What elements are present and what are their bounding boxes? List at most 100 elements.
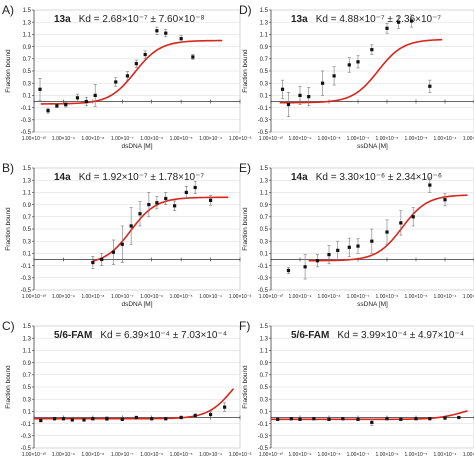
x-tick-label: 1.00×10⁻⁷ <box>111 294 134 300</box>
data-point <box>129 224 133 228</box>
y-tick-label: -0.5 <box>21 130 32 136</box>
x-tick-label: 1.00×10⁻¹⁰ <box>22 136 47 142</box>
y-tick-label: 1.1 <box>260 33 269 39</box>
x-tick-label: 1.00×10⁻⁵ <box>170 452 193 458</box>
y-tick-label: 0.5 <box>23 227 32 233</box>
data-point <box>385 26 389 30</box>
y-tick-label: 0.7 <box>260 57 269 63</box>
chart-title: 13a Kd = 4.88×10⁻⁷ ± 2.36×10⁻⁷ <box>291 14 441 25</box>
data-point <box>320 81 325 85</box>
fit-curve <box>271 410 468 421</box>
data-point <box>327 253 331 257</box>
data-point <box>193 414 197 418</box>
fit-curve <box>279 38 443 104</box>
data-point <box>193 185 197 190</box>
data-point <box>356 417 360 421</box>
kd-value: Kd = 6.39×10⁻⁴ ± 7.03×10⁻⁴ <box>100 330 227 341</box>
x-tick-label: 1.00×10⁻⁶ <box>140 452 163 458</box>
y-tick-label: 1.1 <box>23 33 32 39</box>
x-tick-label: 1.00×10⁻⁴ <box>433 452 456 458</box>
data-point <box>396 20 401 24</box>
data-point <box>61 417 66 421</box>
data-point <box>75 96 80 100</box>
data-point <box>223 405 227 409</box>
x-tick-label: 1.00×10⁻⁸ <box>81 452 104 458</box>
y-tick-label: 0.1 <box>23 410 32 416</box>
chart-panel: -0.5 -0.3 -0.1 0.1 0.3 0.5 0.7 0.9 1.1 1.3 1.5 1.00… <box>239 3 474 150</box>
data-point <box>164 196 168 201</box>
data-point <box>332 74 336 78</box>
y-tick-label: 1.5 <box>260 166 269 172</box>
x-tick-label: 1.00×10⁻⁷ <box>347 136 370 142</box>
data-point <box>100 257 104 262</box>
chart-panel: -0.5 -0.3 -0.1 0.1 0.3 0.5 0.7 0.9 1.1 1.3 1.5 1.00… <box>239 319 474 458</box>
kd-value: Kd = 3.99×10⁻⁴ ± 4.97×10⁻⁴ <box>337 330 464 341</box>
y-tick-label: 0.1 <box>260 410 269 416</box>
data-point <box>84 99 88 104</box>
x-tick-label: 1.00×10⁻⁸ <box>318 294 341 300</box>
x-tick-label: 1.00×10⁻⁶ <box>376 452 399 458</box>
chart-title: 14a Kd = 1.92×10⁻⁷ ± 1.78×10⁻⁷ <box>54 172 204 183</box>
data-point <box>184 190 188 194</box>
panel-label: A) <box>2 3 14 17</box>
data-point <box>55 104 59 108</box>
data-point <box>46 109 50 113</box>
data-point <box>164 417 168 421</box>
x-tick-label: 1.00×10⁻⁹ <box>52 452 75 458</box>
data-point <box>111 250 116 254</box>
data-point <box>370 48 374 52</box>
x-tick-label: 1.00×10⁻⁷ <box>347 294 370 300</box>
y-tick-label: 0.5 <box>23 385 32 391</box>
x-tick-label: 1.00×10⁻⁹ <box>289 452 312 458</box>
x-tick-label: 1.00×10⁻⁶ <box>140 136 163 142</box>
y-tick-label: 0.9 <box>260 45 269 51</box>
data-point <box>179 37 183 41</box>
data-point <box>370 420 374 424</box>
data-point <box>370 239 374 243</box>
kd-value: Kd = 2.68×10⁻⁷ ± 7.60×10⁻⁸ <box>79 14 205 25</box>
y-tick-label: 1.1 <box>260 349 269 355</box>
y-tick-label: 1.5 <box>260 324 269 330</box>
data-point <box>399 221 403 225</box>
chart-panel: -0.5 -0.3 -0.1 0.1 0.3 0.5 0.7 0.9 1.1 1.3 1.5 1.00… <box>2 319 252 458</box>
y-tick-label: -0.3 <box>258 276 269 282</box>
fit-curve <box>92 196 229 262</box>
x-tick-label: 1.00×10⁻¹⁰ <box>259 294 284 300</box>
data-point <box>347 63 351 67</box>
x-tick-label: 1.00×10⁻⁴ <box>433 294 456 300</box>
x-tick-label: 1.00×10⁻¹⁰ <box>259 136 284 142</box>
y-tick-label: 0.1 <box>23 252 32 258</box>
data-point <box>70 418 74 422</box>
data-point <box>286 102 291 107</box>
chart-title: 5/6-FAM Kd = 6.39×10⁻⁴ ± 7.03×10⁻⁴ <box>54 330 227 341</box>
y-tick-label: 1.3 <box>23 20 32 26</box>
x-tick-label: 1.00×10⁻¹⁰ <box>259 452 284 458</box>
data-point <box>312 417 316 421</box>
data-point <box>307 95 311 99</box>
x-tick-label: 1.00×10⁻⁸ <box>81 294 104 300</box>
x-axis-label: dsDNA [M] <box>121 301 152 308</box>
data-point <box>120 417 124 421</box>
x-tick-label: 1.00×10⁻³ <box>463 136 474 142</box>
x-tick-label: 1.00×10⁻³ <box>463 452 474 458</box>
chart-title: 13a Kd = 2.68×10⁻⁷ ± 7.60×10⁻⁸ <box>54 14 205 25</box>
x-tick-label: 1.00×10⁻⁷ <box>347 452 370 458</box>
x-tick-label: 1.00×10⁻³ <box>229 452 252 458</box>
y-tick-label: 0.7 <box>260 373 269 379</box>
data-point <box>315 259 320 263</box>
y-axis-label: Fraction bound <box>5 49 12 93</box>
y-tick-label: 0.3 <box>260 239 269 245</box>
y-tick-label: 0.9 <box>260 361 269 367</box>
compound-name: 13a <box>54 14 71 25</box>
y-tick-label: 0.7 <box>23 57 32 63</box>
data-point <box>428 417 432 421</box>
data-point <box>179 415 183 420</box>
y-tick-label: 1.3 <box>23 336 32 342</box>
x-tick-label: 1.00×10⁻⁶ <box>376 136 399 142</box>
data-point <box>91 260 95 265</box>
x-axis-label: ssDNA [M] <box>357 301 388 308</box>
y-tick-label: 0.9 <box>260 203 269 209</box>
y-tick-label: 1.5 <box>23 166 32 172</box>
data-point <box>356 60 360 64</box>
